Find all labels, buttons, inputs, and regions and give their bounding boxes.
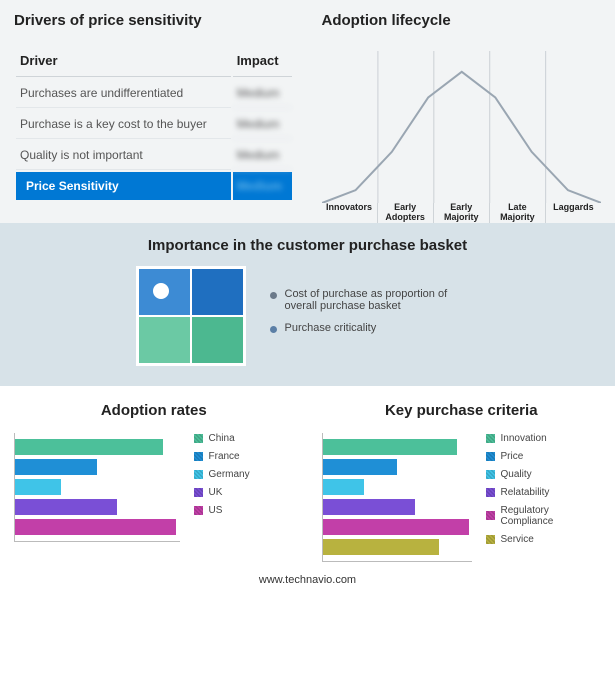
lifecycle-stage: EarlyAdopters — [377, 203, 433, 223]
legend-label: Cost of purchase as proportion of overal… — [285, 288, 480, 312]
bar — [15, 499, 117, 515]
table-row: Purchases are undifferentiatedMedium — [16, 79, 292, 108]
legend-label: Relatability — [501, 487, 550, 498]
criteria-title: Key purchase criteria — [322, 402, 602, 419]
criteria-bars — [322, 433, 472, 562]
lifecycle-stage: Laggards — [545, 203, 601, 223]
driver-impact: Medium — [233, 141, 292, 170]
importance-title: Importance in the customer purchase bask… — [0, 237, 615, 254]
importance-quadrant — [136, 266, 246, 366]
quadrant-cell — [191, 316, 244, 364]
importance-legend: Cost of purchase as proportion of overal… — [270, 288, 480, 344]
legend-label: Purchase criticality — [285, 322, 377, 334]
driver-label: Purchase is a key cost to the buyer — [16, 110, 231, 139]
bullet-icon — [270, 326, 277, 333]
bullet-icon — [270, 292, 277, 299]
lifecycle-stage: EarlyMajority — [433, 203, 489, 223]
bar — [15, 459, 97, 475]
quadrant-cell — [138, 316, 191, 364]
lifecycle-title: Adoption lifecycle — [322, 12, 602, 29]
adoption-rates-bars — [14, 433, 180, 542]
legend-label: China — [209, 433, 235, 444]
summary-label: Price Sensitivity — [16, 172, 231, 200]
adoption-rates-title: Adoption rates — [14, 402, 294, 419]
legend-item: Purchase criticality — [270, 322, 480, 334]
lifecycle-chart — [322, 43, 602, 203]
bar — [15, 519, 176, 535]
legend-label: US — [209, 505, 223, 516]
quadrant-cell — [138, 268, 191, 316]
drivers-title: Drivers of price sensitivity — [14, 12, 294, 29]
legend-label: UK — [209, 487, 223, 498]
swatch-icon — [486, 488, 495, 497]
legend-item: Cost of purchase as proportion of overal… — [270, 288, 480, 312]
lifecycle-stage: LateMajority — [489, 203, 545, 223]
bottom-row: Adoption rates China France Germany UK US Ke… — [0, 386, 615, 566]
legend-item: France — [194, 451, 294, 462]
legend-label: Price — [501, 451, 524, 462]
legend-label: Quality — [501, 469, 532, 480]
swatch-icon — [194, 470, 203, 479]
legend-label: Service — [501, 534, 534, 545]
legend-item: Germany — [194, 469, 294, 480]
legend-item: UK — [194, 487, 294, 498]
criteria-legend: Innovation Price Quality Relatability Regula… — [486, 433, 602, 552]
legend-item: Innovation — [486, 433, 602, 444]
lifecycle-panel: Adoption lifecycle InnovatorsEarlyAdopte… — [308, 12, 615, 223]
legend-label: Germany — [209, 469, 250, 480]
adoption-rates-legend: China France Germany UK US — [194, 433, 294, 523]
footer-text: www.technavio.com — [0, 566, 615, 598]
lifecycle-stage: Innovators — [322, 203, 377, 223]
swatch-icon — [194, 434, 203, 443]
legend-item: Price — [486, 451, 602, 462]
bar — [323, 479, 365, 495]
driver-impact: Medium — [233, 110, 292, 139]
driver-impact: Medium — [233, 79, 292, 108]
legend-item: Regulatory Compliance — [486, 505, 602, 527]
legend-label: France — [209, 451, 240, 462]
legend-item: Relatability — [486, 487, 602, 498]
swatch-icon — [486, 434, 495, 443]
importance-panel: Importance in the customer purchase bask… — [0, 223, 615, 386]
legend-item: US — [194, 505, 294, 516]
bar — [323, 439, 457, 455]
bar — [323, 459, 398, 475]
bar — [15, 439, 163, 455]
lifecycle-labels: InnovatorsEarlyAdoptersEarlyMajorityLate… — [322, 203, 602, 223]
swatch-icon — [194, 506, 203, 515]
col-driver: Driver — [16, 45, 231, 77]
col-impact: Impact — [233, 45, 292, 77]
bar — [323, 499, 415, 515]
driver-label: Purchases are undifferentiated — [16, 79, 231, 108]
bar — [15, 479, 61, 495]
legend-item: China — [194, 433, 294, 444]
top-row: Drivers of price sensitivity Driver Impa… — [0, 0, 615, 223]
swatch-icon — [486, 452, 495, 461]
swatch-icon — [194, 452, 203, 461]
bar — [323, 519, 469, 535]
legend-item: Quality — [486, 469, 602, 480]
summary-impact: Medium — [233, 172, 292, 200]
importance-content: Cost of purchase as proportion of overal… — [0, 266, 615, 366]
table-row: Quality is not importantMedium — [16, 141, 292, 170]
swatch-icon — [486, 470, 495, 479]
swatch-icon — [486, 535, 495, 544]
quadrant-cell — [191, 268, 244, 316]
adoption-rates-panel: Adoption rates China France Germany UK US — [0, 402, 308, 562]
drivers-table: Driver Impact Purchases are undifferenti… — [14, 43, 294, 202]
criteria-panel: Key purchase criteria Innovation Price Qua… — [308, 402, 615, 562]
drivers-panel: Drivers of price sensitivity Driver Impa… — [0, 12, 308, 223]
swatch-icon — [194, 488, 203, 497]
driver-label: Quality is not important — [16, 141, 231, 170]
summary-row: Price SensitivityMedium — [16, 172, 292, 200]
bar — [323, 539, 439, 555]
quadrant-marker — [153, 283, 169, 299]
table-row: Purchase is a key cost to the buyerMediu… — [16, 110, 292, 139]
legend-label: Regulatory Compliance — [501, 505, 602, 527]
legend-label: Innovation — [501, 433, 547, 444]
swatch-icon — [486, 511, 495, 520]
legend-item: Service — [486, 534, 602, 545]
